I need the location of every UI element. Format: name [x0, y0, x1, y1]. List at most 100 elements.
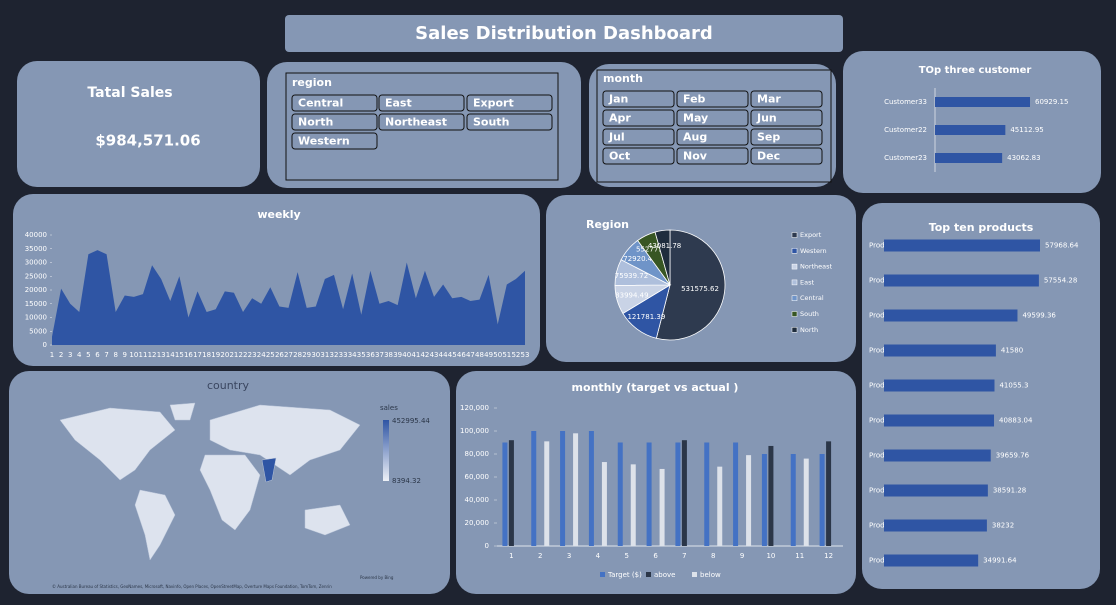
world-map [59, 402, 361, 561]
bar [884, 274, 1039, 287]
slicer-button[interactable] [750, 109, 823, 127]
x-tick-label: 24 [257, 351, 266, 359]
bar [935, 153, 1003, 163]
x-tick-label: 44 [439, 351, 448, 359]
slicer-button[interactable] [602, 90, 675, 108]
value-label: 43062.83 [1007, 154, 1040, 162]
legend-label: Export [800, 231, 822, 239]
x-tick-label: 19 [211, 351, 220, 359]
slicer-button[interactable] [602, 147, 675, 165]
chart-title: weekly [257, 208, 300, 221]
value-label: 38591.28 [993, 487, 1026, 495]
x-tick-label: 2 [538, 552, 542, 560]
bar [819, 454, 825, 546]
x-tick-label: 5 [86, 351, 90, 359]
slicer-button[interactable] [676, 109, 749, 127]
x-tick-label: 12 [824, 552, 833, 560]
slicer-item: Mar [757, 93, 781, 106]
value-label: 531575.62 [681, 285, 719, 293]
slicer-button[interactable] [750, 128, 823, 146]
x-tick-label: 18 [202, 351, 211, 359]
x-tick-label: 4 [77, 351, 82, 359]
slicer-frame [596, 69, 832, 183]
slicer-button[interactable] [676, 128, 749, 146]
slicer-button[interactable] [750, 147, 823, 165]
value-label: 41055.3 [999, 382, 1028, 390]
slicer-button[interactable] [378, 113, 465, 131]
slicer-button[interactable] [291, 94, 378, 112]
x-tick-label: 39 [393, 351, 402, 359]
x-tick-label: 23 [248, 351, 257, 359]
bar [884, 414, 995, 427]
legend-label: above [654, 571, 675, 579]
x-tick-label: 9 [740, 552, 744, 560]
slicer-button[interactable] [602, 109, 675, 127]
x-tick-label: 47 [466, 351, 475, 359]
slicer-button[interactable] [750, 90, 823, 108]
y-tick-label: 60,000 [465, 473, 490, 481]
bar [617, 442, 623, 546]
x-tick-label: 51 [502, 351, 511, 359]
x-tick-label: 6 [653, 552, 658, 560]
x-tick-label: 7 [104, 351, 108, 359]
x-tick-label: 50 [493, 351, 502, 359]
bar [681, 440, 687, 546]
map-legend-scale [383, 420, 389, 481]
x-tick-label: 16 [184, 351, 193, 359]
bar [601, 462, 607, 546]
slicer-item: Western [298, 135, 350, 148]
bar [544, 441, 550, 546]
bar [935, 97, 1030, 107]
x-tick-label: 1 [50, 351, 54, 359]
x-tick-label: 11 [139, 351, 148, 359]
x-tick-label: 29 [302, 351, 311, 359]
x-tick-label: 20 [220, 351, 229, 359]
x-tick-label: 8 [711, 552, 715, 560]
pie-slice [654, 229, 671, 286]
x-tick-label: 48 [475, 351, 484, 359]
slicer-button[interactable] [291, 132, 378, 150]
bar [588, 431, 594, 546]
slicer-button[interactable] [676, 90, 749, 108]
slicer-button[interactable] [291, 113, 378, 131]
slicer-button[interactable] [466, 113, 553, 131]
slicer-button[interactable] [602, 128, 675, 146]
x-tick-label: 30 [311, 351, 320, 359]
legend-label: Central [800, 294, 824, 302]
x-tick-label: 10 [766, 552, 775, 560]
slicer-button[interactable] [676, 147, 749, 165]
bar [502, 442, 508, 546]
legend-swatch [791, 311, 798, 317]
x-tick-label: 14 [166, 351, 175, 359]
continent [169, 402, 196, 421]
bar [884, 239, 1040, 252]
top-customers-panel [843, 51, 1101, 193]
value-label: 72920.48 [623, 255, 656, 263]
value-label: 34991.64 [983, 557, 1017, 565]
y-tick-label: 0 [43, 341, 47, 349]
kpi-value: $984,571.06 [95, 132, 200, 150]
slicer-button[interactable] [466, 94, 553, 112]
y-tick-label: 5000 [29, 327, 47, 335]
y-tick-label: 40,000 [465, 496, 490, 504]
legend-swatch [791, 295, 798, 301]
slicer-item: Dec [757, 150, 780, 163]
slicer-item: East [385, 97, 412, 110]
slicer-button[interactable] [378, 94, 465, 112]
chart-title: monthly (target vs actual ) [572, 381, 739, 394]
slicer-item: Northeast [385, 116, 447, 129]
category-label: Customer23 [884, 154, 927, 162]
map-credit: © Australian Bureau of Statistics, GeoNa… [52, 584, 332, 589]
y-tick-label: 35000 [25, 245, 47, 253]
x-tick-label: 7 [682, 552, 686, 560]
bar [746, 455, 752, 546]
slicer-item: Central [298, 97, 343, 110]
legend-label: below [700, 571, 721, 579]
x-tick-label: 2 [59, 351, 63, 359]
slicer-item: Jul [608, 131, 625, 144]
x-tick-label: 35 [357, 351, 366, 359]
kpi-panel [17, 61, 260, 187]
title-panel [285, 15, 843, 52]
slicer-item: South [473, 116, 509, 129]
x-tick-label: 5 [625, 552, 629, 560]
